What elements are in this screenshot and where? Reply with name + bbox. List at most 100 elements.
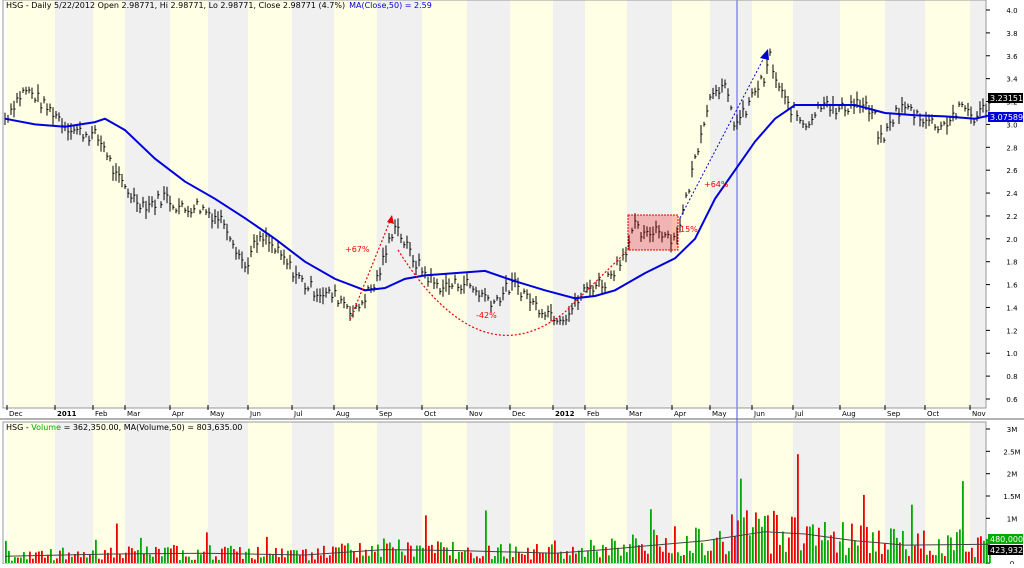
volume-bar <box>758 518 760 563</box>
volume-bar <box>83 552 85 563</box>
volume-bar <box>200 554 202 563</box>
price-tick-label: 3.0 <box>1006 121 1017 129</box>
volume-bar <box>257 546 259 563</box>
volume-bar <box>809 526 811 563</box>
date-label: 2012 <box>555 410 575 418</box>
volume-bar <box>164 547 166 563</box>
volume-bar <box>278 557 280 563</box>
volume-bar <box>713 539 715 563</box>
volume-bar <box>761 526 763 563</box>
date-label: Jun <box>249 410 261 418</box>
volume-bar <box>533 549 535 563</box>
volume-bar <box>44 557 46 563</box>
volume-bar <box>908 555 910 563</box>
volume-bar <box>416 545 418 563</box>
volume-bar <box>719 530 721 563</box>
volume-bar <box>968 551 970 563</box>
volume-bar <box>599 557 601 563</box>
volume-bar <box>686 535 688 563</box>
date-label: May <box>712 410 726 418</box>
volume-bar <box>56 558 58 563</box>
volume-bar <box>509 543 511 563</box>
volume-bar <box>887 549 889 563</box>
volume-bar <box>710 550 712 563</box>
volume-bar <box>977 537 979 563</box>
price-tick-label: 3.8 <box>1006 30 1017 38</box>
price-tick-label: 2.4 <box>1006 190 1018 198</box>
volume-bar <box>950 537 952 563</box>
volume-bar <box>971 547 973 563</box>
rise-arrow-head <box>387 215 394 224</box>
volume-bar <box>413 556 415 563</box>
volume-bar <box>629 544 631 563</box>
volume-bar <box>272 554 274 563</box>
volume-bar <box>32 558 34 563</box>
date-label: Sep <box>379 410 393 418</box>
volume-bar <box>635 538 637 563</box>
price-month-band <box>885 0 925 408</box>
volume-bar <box>614 540 616 563</box>
date-label: Sep <box>887 410 901 418</box>
volume-bar <box>776 514 778 563</box>
volume-bar <box>470 552 472 563</box>
volume-bar <box>311 552 313 563</box>
volume-bar <box>683 555 685 563</box>
volume-bar <box>14 557 16 563</box>
volume-bar <box>185 556 187 563</box>
volume-bar <box>794 517 796 563</box>
price-month-band <box>970 0 986 408</box>
volume-bar <box>620 555 622 563</box>
volume-bar <box>161 556 163 563</box>
volume-bar <box>623 544 625 563</box>
volume-bar <box>308 560 310 563</box>
volume-bar <box>548 547 550 563</box>
volume-bar <box>497 547 499 563</box>
date-label: Jul <box>794 410 804 418</box>
consolidation-box <box>627 214 679 251</box>
date-label: Nov <box>469 410 483 418</box>
volume-bar <box>698 528 700 563</box>
volume-bar <box>299 555 301 563</box>
volume-bar <box>89 554 91 563</box>
volume-bar <box>929 550 931 563</box>
volume-month-band <box>553 422 585 564</box>
volume-bar <box>479 558 481 563</box>
volume-bar <box>578 550 580 563</box>
volume-bar <box>605 547 607 563</box>
volume-bar <box>512 557 514 563</box>
volume-bar <box>452 541 454 563</box>
volume-bar <box>149 554 151 563</box>
volume-bar <box>425 515 427 563</box>
volume-bar <box>263 556 265 563</box>
volume-bar <box>722 541 724 563</box>
last-volume-value: 480,000 <box>990 535 1023 544</box>
volume-bar <box>524 554 526 563</box>
date-label: Mar <box>127 410 140 418</box>
price-month-band <box>710 0 752 408</box>
volume-bar <box>839 541 841 563</box>
date-label: Nov <box>972 410 986 418</box>
volume-bar <box>377 544 379 563</box>
volume-bar <box>326 557 328 563</box>
price-tick-label: 2.2 <box>1006 213 1017 221</box>
volume-bar <box>458 551 460 563</box>
volume-bar <box>737 520 739 563</box>
price-tick-label: 3.4 <box>1006 76 1018 84</box>
volume-bar <box>74 554 76 563</box>
volume-bar <box>728 551 730 563</box>
volume-bar <box>380 556 382 563</box>
volume-bar <box>983 540 985 563</box>
volume-bar <box>920 548 922 563</box>
volume-month-band <box>292 422 334 564</box>
volume-bar <box>593 545 595 563</box>
volume-bar <box>107 552 109 563</box>
date-label: Feb <box>95 410 108 418</box>
volume-bar <box>626 552 628 563</box>
volume-bar <box>347 543 349 563</box>
volume-bar <box>845 555 847 563</box>
decline-curve <box>397 249 566 336</box>
volume-bar <box>440 542 442 563</box>
volume-bar <box>404 555 406 563</box>
volume-tick-label: 3M <box>1007 426 1018 434</box>
date-label: 2011 <box>57 410 77 418</box>
